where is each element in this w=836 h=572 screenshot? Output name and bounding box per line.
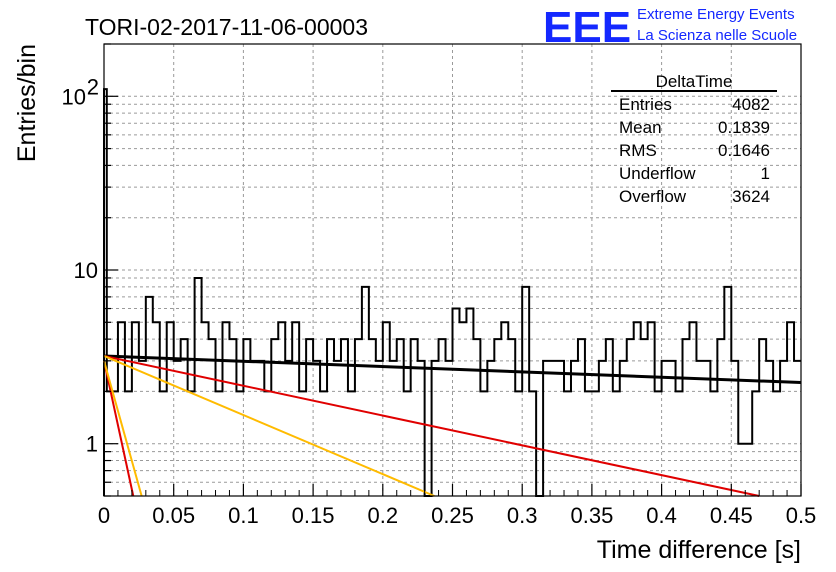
x-axis-title: Time difference [s] (597, 536, 801, 564)
histogram-line (103, 88, 801, 497)
fit-line-orange (103, 355, 435, 497)
logo-line-2: La Scienza nelle Scuole (637, 27, 797, 44)
stats-label: Overflow (619, 187, 687, 206)
x-tick-label: 0.4 (646, 503, 677, 528)
x-tick-label: 0.5 (786, 503, 817, 528)
stats-value: 0.1646 (718, 141, 770, 160)
y-tick-label: 10 (74, 258, 98, 283)
y-tick-label: 10 (62, 84, 86, 109)
logo-line-1: Extreme Energy Events (637, 6, 795, 23)
x-axis-ticks: 0 0.05 0.1 0.15 0.2 0.25 0.3 0.35 0.4 0.45 0.5 (98, 484, 816, 528)
fit-line-red (103, 360, 135, 497)
x-tick-label: 0.1 (228, 503, 259, 528)
x-tick-label: 0.3 (507, 503, 538, 528)
x-tick-label: 0.35 (570, 503, 613, 528)
chart-title: TORI-02-2017-11-06-00003 (85, 14, 368, 40)
stats-label: Underflow (619, 164, 696, 183)
stats-value: 0.1839 (718, 118, 770, 137)
grid (104, 44, 801, 496)
stats-value: 1 (761, 164, 770, 183)
y-tick-exponent: 2 (87, 74, 99, 99)
stats-label: Mean (619, 118, 662, 137)
fit-line-orange (103, 360, 143, 497)
stats-value: 4082 (732, 95, 770, 114)
stats-value: 3624 (732, 187, 770, 206)
x-tick-label: 0.05 (152, 503, 195, 528)
fit-lines (103, 354, 802, 497)
x-tick-label: 0.15 (292, 503, 335, 528)
eee-logo: EEE Extreme Energy Events La Scienza nel… (543, 3, 797, 52)
histogram-series (103, 88, 801, 497)
logo-eee-text: EEE (543, 3, 631, 52)
stats-box: DeltaTime Entries 4082 Mean 0.1839 RMS 0… (611, 72, 777, 206)
x-tick-label: 0.2 (368, 503, 399, 528)
fit-line-black (103, 354, 802, 385)
stats-label: Entries (619, 95, 672, 114)
y-axis-title: Entries/bin (13, 44, 41, 162)
x-tick-label: 0.25 (431, 503, 474, 528)
y-tick-label: 1 (86, 432, 98, 457)
fit-line-red (103, 354, 760, 497)
stats-label: RMS (619, 141, 657, 160)
x-tick-label: 0 (98, 503, 110, 528)
x-tick-label: 0.45 (710, 503, 753, 528)
stats-title: DeltaTime (656, 72, 733, 91)
